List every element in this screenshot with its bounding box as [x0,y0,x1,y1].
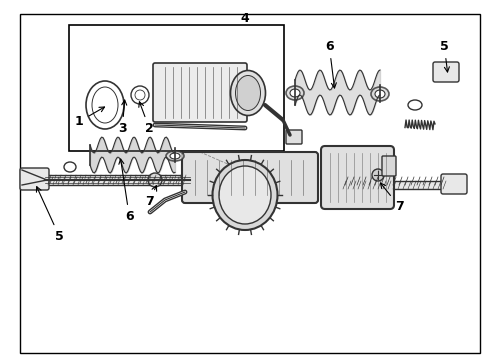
Ellipse shape [135,90,145,100]
Ellipse shape [372,169,384,181]
FancyBboxPatch shape [441,174,467,194]
Ellipse shape [290,89,300,97]
FancyBboxPatch shape [382,156,396,176]
Ellipse shape [286,86,304,100]
Ellipse shape [371,87,389,101]
Ellipse shape [170,153,180,159]
Ellipse shape [375,90,385,98]
Bar [45,175,190,185]
FancyBboxPatch shape [321,146,394,209]
Text: 5: 5 [36,186,64,243]
Text: 7: 7 [381,183,404,213]
Bar [340,181,450,189]
FancyBboxPatch shape [153,63,247,122]
Ellipse shape [230,71,266,116]
Text: 6: 6 [119,159,134,223]
FancyBboxPatch shape [433,62,459,82]
Text: 6: 6 [325,40,336,88]
Ellipse shape [166,151,184,161]
Text: 4: 4 [241,12,249,25]
Ellipse shape [92,87,118,123]
Ellipse shape [219,166,271,224]
Text: 3: 3 [118,100,127,135]
Text: 7: 7 [145,186,157,208]
Text: 2: 2 [139,102,154,135]
Bar [69,25,284,151]
Ellipse shape [148,173,162,187]
Text: 5: 5 [440,40,449,72]
FancyBboxPatch shape [286,130,302,144]
FancyBboxPatch shape [182,152,318,203]
Ellipse shape [236,76,261,111]
FancyBboxPatch shape [20,168,49,190]
Ellipse shape [213,160,277,230]
Text: 1: 1 [75,107,104,128]
